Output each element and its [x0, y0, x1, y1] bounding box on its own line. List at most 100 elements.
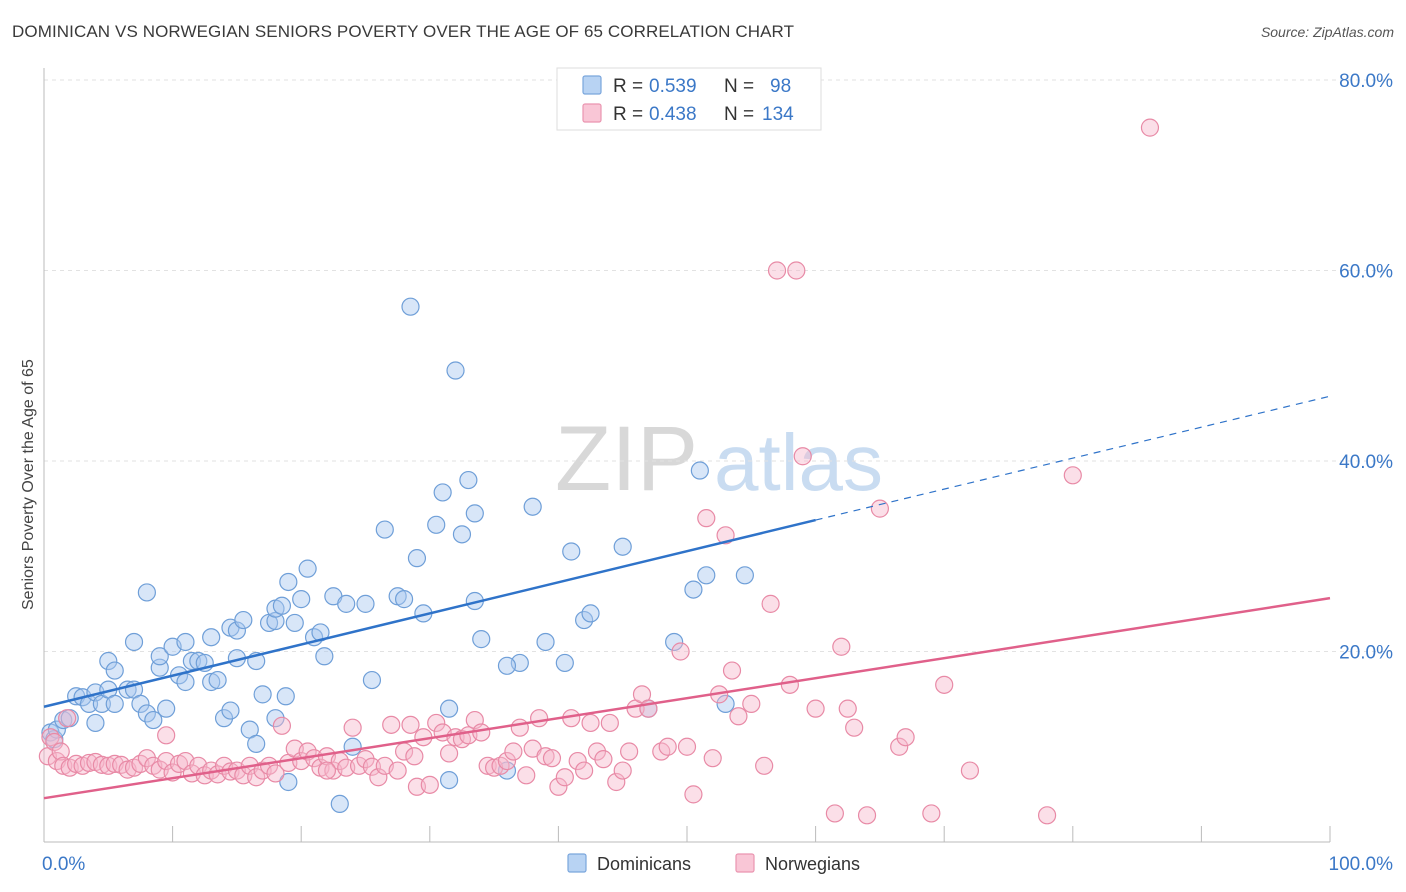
- chart-title: DOMINICAN VS NORWEGIAN SENIORS POVERTY O…: [12, 22, 795, 41]
- dominican-point: [150, 647, 169, 666]
- norwegian-point: [137, 749, 156, 768]
- norwegian-point: [857, 806, 877, 825]
- norwegian-point: [620, 742, 639, 761]
- norwegian-point: [722, 661, 742, 680]
- norwegian-point: [157, 726, 176, 745]
- dominican-point: [401, 297, 420, 316]
- dominican-point: [285, 613, 304, 633]
- norwegian-point: [922, 804, 941, 823]
- dominican-point: [176, 632, 195, 652]
- norwegian-point: [677, 737, 697, 756]
- norwegian-point: [247, 768, 266, 787]
- norwegian-point: [401, 715, 420, 734]
- watermark-zip: ZIP: [555, 408, 698, 510]
- norwegian-point: [575, 761, 594, 780]
- dominican-point: [157, 699, 176, 718]
- norwegian-point: [356, 750, 375, 769]
- norwegian-point: [935, 675, 954, 694]
- norwegian-point: [427, 713, 446, 733]
- legend-n-label: N =: [724, 76, 754, 97]
- dominican-point: [394, 590, 414, 609]
- x-tick-label: 0.0%: [42, 854, 85, 875]
- dominican-point: [472, 630, 491, 649]
- norwegian-point: [780, 675, 799, 694]
- dominican-point: [716, 694, 735, 713]
- y-tick-label: 60.0%: [1339, 262, 1393, 283]
- series-legend: Dominicans Norwegians: [567, 853, 860, 874]
- legend-r-value: 0.438: [649, 104, 697, 125]
- norwegian-trend-line: [43, 596, 1331, 800]
- dominican-point: [176, 672, 195, 692]
- norwegian-point: [832, 637, 851, 656]
- dominican-points: [41, 297, 754, 814]
- dominican-point: [99, 651, 118, 671]
- axes: [43, 68, 1331, 843]
- norwegian-point: [761, 594, 780, 613]
- norwegian-point: [382, 715, 401, 734]
- norwegian-point: [806, 699, 825, 718]
- norwegian-point: [684, 785, 703, 804]
- dominican-point: [131, 694, 150, 713]
- norwegian-point: [504, 742, 523, 761]
- legend-r-value: 0.539: [649, 76, 697, 97]
- norwegian-point: [51, 742, 70, 761]
- norwegian-point: [439, 744, 459, 763]
- norwegian-point: [349, 756, 369, 775]
- norwegian-point: [787, 261, 806, 280]
- norwegian-point: [497, 751, 517, 771]
- dominican-point: [214, 709, 234, 728]
- norwegian-point: [92, 755, 111, 774]
- dominican-point: [124, 632, 144, 652]
- correlation-legend: R = 0.539 N = 98 R = 0.438 N = 134: [556, 67, 822, 131]
- norwegian-point: [890, 737, 909, 756]
- dominican-point: [137, 704, 156, 723]
- norwegian-point: [549, 777, 568, 796]
- norwegian-point: [838, 699, 857, 718]
- norwegian-point: [369, 768, 388, 787]
- dominican-point: [452, 525, 472, 544]
- dominican-point: [202, 672, 221, 692]
- norwegian-point: [825, 804, 844, 823]
- dominican-point: [497, 656, 517, 675]
- norwegian-point: [845, 718, 864, 737]
- dominican-point: [356, 594, 375, 613]
- norwegian-point: [568, 751, 587, 771]
- y-tick-label: 20.0%: [1339, 643, 1393, 664]
- norwegian-point: [58, 709, 77, 728]
- legend-swatch-norwegians: [735, 853, 755, 873]
- dominican-point: [337, 594, 356, 613]
- norwegian-points: [38, 118, 1160, 825]
- dominican-point: [575, 610, 594, 630]
- y-tick-label: 40.0%: [1339, 452, 1393, 473]
- norwegian-point: [703, 749, 722, 768]
- norwegian-point: [607, 772, 626, 792]
- source-credit: Source: ZipAtlas.com: [1260, 24, 1394, 40]
- norwegian-point: [1037, 806, 1057, 825]
- dominican-point: [137, 583, 156, 602]
- norwegian-point: [671, 642, 690, 661]
- norwegian-point: [67, 754, 86, 773]
- dominican-point: [298, 559, 317, 578]
- norwegian-point: [697, 509, 716, 528]
- norwegian-point: [510, 718, 529, 737]
- dominican-point: [266, 611, 285, 631]
- dominican-point: [536, 632, 555, 652]
- dominican-point: [555, 653, 574, 673]
- norwegian-point: [542, 749, 562, 768]
- dominican-point: [227, 621, 246, 640]
- legend-swatch-dominicans: [567, 853, 587, 873]
- dominican-point: [459, 470, 478, 490]
- dominican-point: [105, 694, 124, 713]
- legend-n-value: 98: [770, 76, 791, 97]
- norwegian-point: [420, 775, 439, 794]
- dominican-point: [439, 699, 459, 718]
- norwegian-point: [613, 761, 632, 780]
- dominican-point: [202, 628, 221, 647]
- norwegian-point: [870, 499, 890, 518]
- dominican-point: [375, 520, 394, 539]
- dominican-point: [234, 610, 253, 630]
- dominican-point: [292, 590, 311, 609]
- dominican-point: [581, 604, 600, 623]
- dominican-point: [465, 504, 484, 523]
